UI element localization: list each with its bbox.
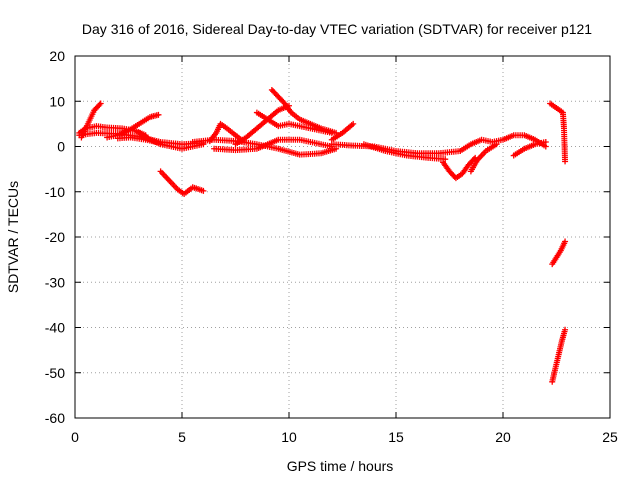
- y-tick-label: 20: [49, 48, 65, 64]
- data-point: [493, 141, 500, 148]
- data-point: [97, 100, 104, 107]
- data-point: [200, 187, 207, 194]
- y-tick-label: -30: [45, 274, 65, 290]
- y-axis-label: SDTVAR / TECUs: [5, 181, 21, 293]
- x-tick-label: 15: [388, 429, 404, 445]
- data-point: [442, 156, 449, 163]
- data-point: [542, 138, 549, 145]
- y-tick-label: -10: [45, 184, 65, 200]
- grid-lines: [75, 56, 610, 418]
- x-tick-label: 10: [281, 429, 297, 445]
- y-tick-label: -20: [45, 229, 65, 245]
- x-tick-label: 20: [495, 429, 511, 445]
- data-point: [155, 111, 162, 118]
- y-tick-label: -60: [45, 410, 65, 426]
- x-tick-label: 0: [71, 429, 79, 445]
- data-point: [562, 326, 569, 333]
- x-axis-label: GPS time / hours: [287, 458, 394, 474]
- x-tick-label: 5: [178, 429, 186, 445]
- data-points: [76, 86, 569, 385]
- y-tick-label: 0: [57, 139, 65, 155]
- y-tick-label: -50: [45, 365, 65, 381]
- data-point: [562, 238, 569, 245]
- y-tick-label: -40: [45, 320, 65, 336]
- chart-title: Day 316 of 2016, Sidereal Day-to-day VTE…: [82, 21, 592, 37]
- data-point: [562, 158, 569, 165]
- data-point: [350, 120, 357, 127]
- axis-ticks: 0 5 10 15 20 25 -60 -50 -40 -30 -20 -10 0 10 20: [45, 48, 618, 445]
- x-tick-label: 25: [602, 429, 618, 445]
- y-tick-label: 10: [49, 93, 65, 109]
